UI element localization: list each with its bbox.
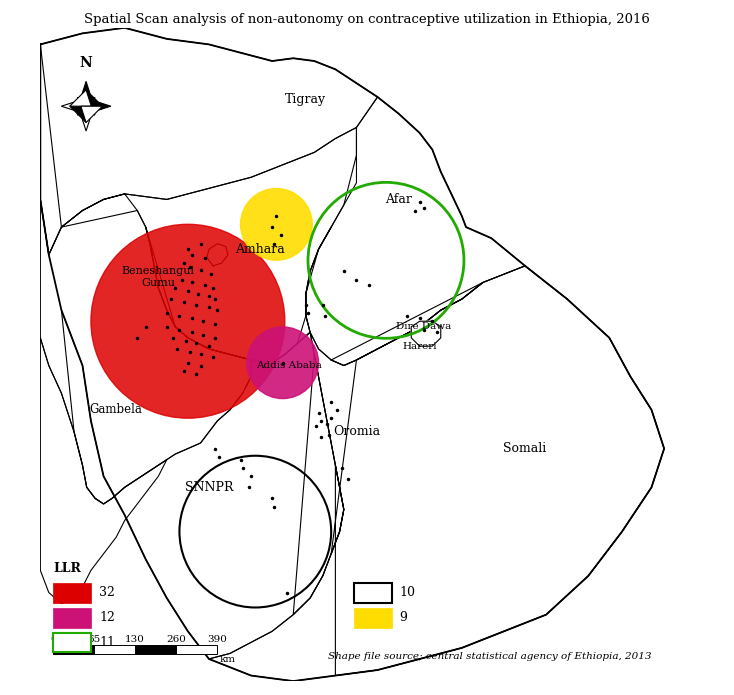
Polygon shape [294, 266, 664, 676]
Polygon shape [79, 81, 94, 106]
Text: Addis Ababa: Addis Ababa [256, 361, 322, 370]
Text: SNNPR: SNNPR [185, 481, 233, 494]
Polygon shape [79, 106, 94, 131]
FancyBboxPatch shape [354, 608, 392, 628]
Text: Somali: Somali [504, 442, 547, 455]
Polygon shape [81, 106, 103, 122]
FancyBboxPatch shape [54, 645, 94, 654]
Text: 390: 390 [207, 635, 227, 644]
Text: 9: 9 [400, 611, 407, 624]
Polygon shape [40, 28, 664, 681]
Polygon shape [70, 90, 91, 106]
Text: Hareri: Hareri [402, 342, 437, 351]
Polygon shape [70, 106, 91, 122]
Circle shape [241, 188, 312, 260]
Text: Tigray: Tigray [286, 93, 327, 106]
Polygon shape [40, 338, 167, 603]
Text: 32: 32 [99, 587, 115, 599]
FancyBboxPatch shape [176, 645, 217, 654]
Polygon shape [86, 99, 111, 114]
Text: 260: 260 [166, 635, 186, 644]
FancyBboxPatch shape [54, 608, 91, 628]
Polygon shape [61, 99, 86, 114]
Polygon shape [411, 321, 440, 346]
Text: km: km [220, 655, 236, 664]
Text: 12: 12 [99, 611, 115, 624]
Text: 65: 65 [87, 635, 101, 644]
Text: Spatial Scan analysis of non-autonomy on contraceptive utilization in Ethiopia, : Spatial Scan analysis of non-autonomy on… [84, 13, 650, 26]
Text: 11: 11 [99, 636, 115, 649]
FancyBboxPatch shape [354, 583, 392, 603]
Text: 130: 130 [125, 635, 145, 644]
Text: Amhara: Amhara [235, 243, 284, 256]
Polygon shape [81, 90, 103, 106]
FancyBboxPatch shape [54, 583, 91, 603]
Polygon shape [62, 310, 344, 659]
FancyBboxPatch shape [54, 632, 91, 653]
Text: LLR: LLR [54, 562, 81, 575]
Circle shape [247, 327, 319, 398]
Circle shape [91, 224, 285, 418]
Text: N: N [80, 56, 92, 70]
Text: Dire Dawa: Dire Dawa [396, 322, 451, 332]
Text: 0: 0 [50, 635, 57, 644]
Text: 10: 10 [400, 587, 415, 599]
Text: Beneshangul
Gumu: Beneshangul Gumu [122, 266, 195, 288]
Polygon shape [40, 44, 251, 504]
Polygon shape [207, 244, 228, 266]
Text: Afar: Afar [385, 193, 412, 206]
FancyBboxPatch shape [135, 645, 176, 654]
Text: Shape file source; central statistical agency of Ethiopia, 2013: Shape file source; central statistical a… [328, 652, 651, 661]
Polygon shape [306, 97, 525, 366]
Text: Gambela: Gambela [90, 403, 142, 416]
FancyBboxPatch shape [94, 645, 135, 654]
Polygon shape [40, 44, 357, 363]
Polygon shape [40, 28, 377, 255]
Polygon shape [146, 227, 664, 681]
Text: Oromia: Oromia [333, 425, 380, 439]
